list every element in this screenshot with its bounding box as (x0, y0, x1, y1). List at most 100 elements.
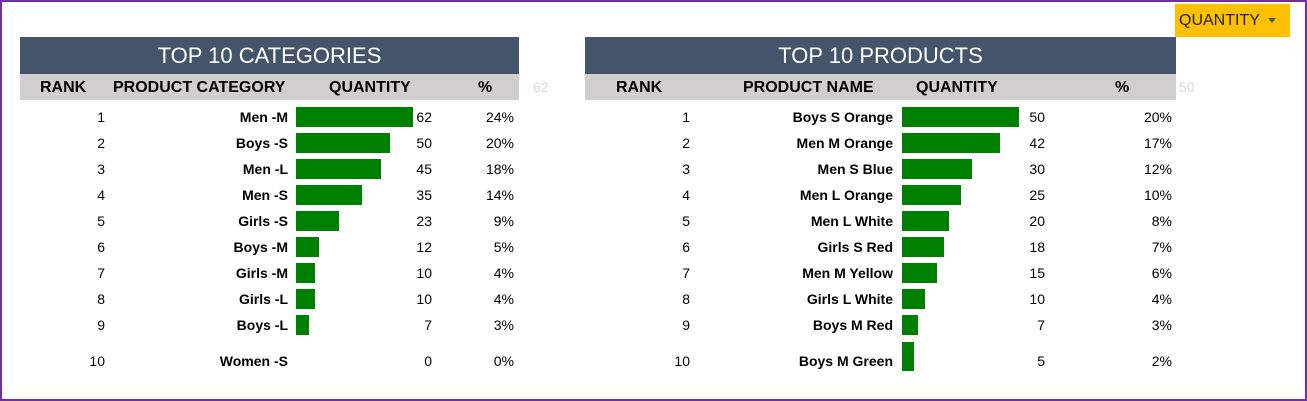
quantity-cell: 5 (1037, 353, 1045, 369)
name-cell: Girls -L (238, 291, 288, 307)
quantity-cell: 50 (1029, 109, 1045, 125)
table-row: 4 Men L Orange 25 10% (585, 182, 1176, 208)
table-row: 1 Men -M 62 24% (20, 104, 519, 130)
percent-cell: 8% (1151, 213, 1172, 229)
rank-cell: 8 (682, 291, 690, 307)
percent-cell: 24% (485, 109, 514, 125)
table-row: 7 Men M Yellow 15 6% (585, 260, 1176, 286)
quantity-cell: 35 (416, 187, 432, 203)
rank-cell: 4 (97, 187, 105, 203)
table-row: 2 Boys -S 50 20% (20, 130, 519, 156)
quantity-cell: 20 (1029, 213, 1045, 229)
header-product-name: PRODUCT NAME (743, 79, 874, 96)
table-header: RANK PRODUCT CATEGORY QUANTITY % (20, 74, 519, 100)
name-cell: Boys -M (233, 239, 288, 255)
percent-cell: 12% (1143, 161, 1172, 177)
name-cell: Girls S Red (817, 239, 893, 255)
quantity-cell: 15 (1029, 265, 1045, 281)
name-cell: Girls -M (235, 265, 288, 281)
rank-cell: 8 (97, 291, 105, 307)
panel-title: TOP 10 PRODUCTS (585, 37, 1176, 74)
name-cell: Boys M Green (798, 353, 893, 369)
rank-cell: 7 (97, 265, 105, 281)
table-row: 8 Girls -L 10 4% (20, 286, 519, 312)
table-row: 9 Boys -L 7 3% (20, 312, 519, 338)
rank-cell: 5 (682, 213, 690, 229)
name-cell: Girls -S (238, 213, 288, 229)
percent-cell: 4% (1151, 291, 1172, 307)
quantity-cell: 12 (416, 239, 432, 255)
quantity-cell: 42 (1029, 135, 1045, 151)
rank-cell: 3 (97, 161, 105, 177)
table-row: 10 Women -S 0 0% (20, 348, 519, 374)
caret-down-icon[interactable] (1267, 18, 1276, 23)
table-row: 4 Men -S 35 14% (20, 182, 519, 208)
rank-cell: 2 (682, 135, 690, 151)
header-quantity: QUANTITY (916, 79, 998, 96)
name-cell: Boys -S (235, 135, 288, 151)
table-row: 7 Girls -M 10 4% (20, 260, 519, 286)
percent-cell: 5% (493, 239, 514, 255)
bar-max-label: 62 (533, 79, 549, 95)
quantity-cell: 10 (416, 265, 432, 281)
quantity-bar (902, 289, 925, 309)
percent-cell: 3% (1151, 317, 1172, 333)
quantity-bar (902, 185, 961, 205)
rank-cell: 10 (674, 353, 690, 369)
table-row: 5 Girls -S 23 9% (20, 208, 519, 234)
name-cell: Girls L White (806, 291, 893, 307)
quantity-cell: 7 (424, 317, 432, 333)
name-cell: Boys S Orange (792, 109, 893, 125)
quantity-cell: 45 (416, 161, 432, 177)
table-row: 5 Men L White 20 8% (585, 208, 1176, 234)
quantity-bar (902, 342, 914, 371)
rank-cell: 9 (682, 317, 690, 333)
quantity-bar (296, 211, 339, 231)
percent-cell: 2% (1151, 353, 1172, 369)
name-cell: Women -S (219, 353, 288, 369)
quantity-bar (902, 107, 1019, 127)
quantity-bar (902, 237, 944, 257)
table-row: 3 Men -L 45 18% (20, 156, 519, 182)
rank-cell: 1 (97, 109, 105, 125)
percent-cell: 20% (1143, 109, 1172, 125)
quantity-bar (902, 315, 918, 335)
table-row: 3 Men S Blue 30 12% (585, 156, 1176, 182)
table-row: 2 Men M Orange 42 17% (585, 130, 1176, 156)
rank-cell: 4 (682, 187, 690, 203)
name-cell: Boys M Red (812, 317, 893, 333)
percent-cell: 4% (493, 265, 514, 281)
table-row: 10 Boys M Green 5 2% (585, 342, 1176, 374)
header-quantity: QUANTITY (329, 79, 411, 96)
quantity-bar (296, 133, 390, 153)
percent-cell: 20% (485, 135, 514, 151)
percent-cell: 7% (1151, 239, 1172, 255)
quantity-bar (296, 159, 381, 179)
quantity-bar (902, 133, 1000, 153)
table-row: 1 Boys S Orange 50 20% (585, 104, 1176, 130)
header-rank: RANK (40, 79, 87, 96)
name-cell: Men M Orange (796, 135, 893, 151)
name-cell: Men L White (810, 213, 893, 229)
percent-cell: 0% (493, 353, 514, 369)
metric-dropdown[interactable]: QUANTITY (1175, 4, 1290, 37)
panel-title: TOP 10 CATEGORIES (20, 37, 519, 74)
header-percent: % (1115, 79, 1130, 96)
rank-cell: 1 (682, 109, 690, 125)
dropdown-label: QUANTITY (1179, 11, 1260, 29)
quantity-cell: 7 (1037, 317, 1045, 333)
quantity-bar (296, 185, 362, 205)
percent-cell: 14% (485, 187, 514, 203)
percent-cell: 18% (485, 161, 514, 177)
rank-cell: 6 (682, 239, 690, 255)
quantity-bar (296, 107, 413, 127)
quantity-cell: 18 (1029, 239, 1045, 255)
quantity-bar (296, 289, 315, 309)
quantity-cell: 30 (1029, 161, 1045, 177)
name-cell: Men -M (239, 109, 288, 125)
percent-cell: 10% (1143, 187, 1172, 203)
table-row: 8 Girls L White 10 4% (585, 286, 1176, 312)
quantity-bar (902, 211, 949, 231)
percent-cell: 9% (493, 213, 514, 229)
quantity-cell: 25 (1029, 187, 1045, 203)
